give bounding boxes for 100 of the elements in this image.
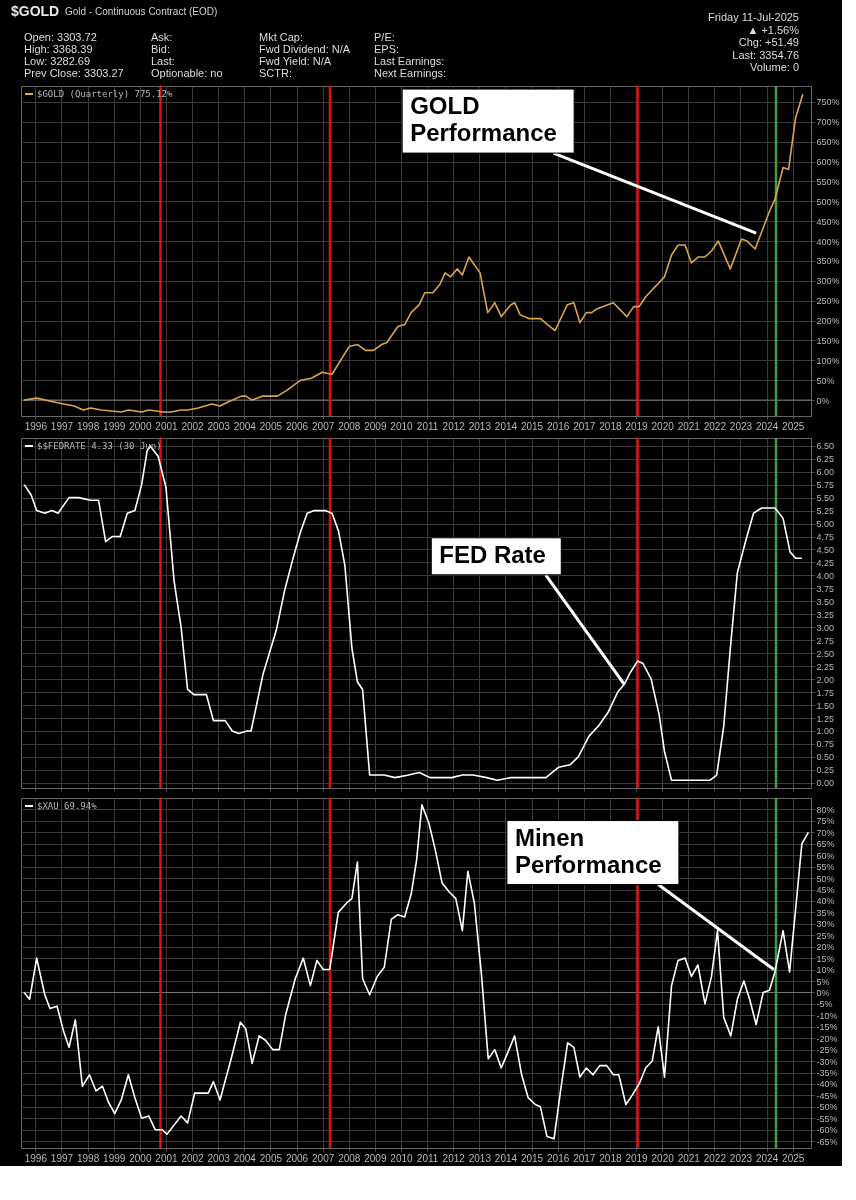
y-tick-label: -5% [816, 999, 833, 1010]
y-tick-label: -15% [816, 1022, 838, 1033]
x-tick-label: 2002 [181, 1152, 205, 1164]
x-tick-label: 2004 [233, 1152, 257, 1164]
y-tick-label: 4.75 [816, 532, 835, 543]
x-tick-label: 2025 [782, 1152, 805, 1164]
y-tick-label: 650% [816, 137, 840, 148]
y-tick-label: 0% [816, 395, 830, 406]
text: Next Earnings: [374, 67, 447, 79]
x-tick-label: 2021 [677, 420, 701, 432]
x-tick-label: 2005 [259, 420, 283, 432]
x-tick-label: 2021 [677, 1152, 701, 1164]
x-tick-label: 2000 [129, 420, 152, 432]
y-tick-label: 30% [816, 919, 835, 930]
y-tick-label: 15% [816, 953, 835, 964]
y-tick-label: 6.50 [816, 441, 835, 452]
x-tick-label: 2024 [755, 1152, 779, 1164]
y-tick-label: 5.00 [816, 519, 835, 530]
y-tick-label: 450% [816, 216, 840, 227]
x-tick-label: 2014 [494, 420, 518, 432]
x-tick-label: 1998 [76, 1152, 100, 1164]
y-tick-label: 1.50 [816, 700, 835, 711]
text: ▲ +1.56% [747, 23, 800, 36]
x-tick-label: 2003 [207, 420, 231, 432]
y-tick-label: 3.00 [816, 622, 835, 633]
y-tick-label: 25% [816, 930, 835, 941]
chart-title: $GOLD [11, 3, 60, 19]
y-tick-label: 600% [816, 157, 840, 168]
y-tick-label: 350% [816, 256, 840, 267]
y-tick-label: -35% [816, 1068, 838, 1079]
y-tick-label: 45% [816, 885, 835, 895]
annotation: Minen Performance [514, 823, 662, 878]
y-tick-label: 2.00 [816, 674, 835, 685]
text: Prev Close: 3303.27 [24, 67, 124, 79]
x-tick-label: 2023 [729, 420, 753, 432]
y-tick-label: 4.25 [816, 557, 835, 568]
x-tick-label: 2007 [312, 1152, 335, 1164]
y-tick-label: 500% [816, 196, 840, 207]
x-tick-label: 1996 [24, 1152, 48, 1164]
chart-subtitle: Gold - Continuous Contract (EOD) [65, 6, 218, 17]
x-tick-label: 2010 [390, 1152, 414, 1164]
x-tick-label: 2020 [651, 420, 675, 432]
x-tick-label: 2019 [625, 1152, 649, 1164]
y-tick-label: -65% [816, 1136, 838, 1147]
x-tick-label: 1998 [76, 420, 100, 432]
x-tick-label: 2007 [312, 420, 335, 432]
x-tick-label: 2015 [520, 1152, 544, 1164]
x-tick-label: 2010 [390, 420, 414, 432]
annotation: FED Rate [439, 540, 546, 568]
x-tick-label: 2024 [755, 420, 779, 432]
x-tick-label: 2012 [442, 420, 466, 432]
y-tick-label: 300% [816, 276, 840, 287]
x-tick-label: 2017 [573, 420, 596, 432]
x-tick-label: 2009 [364, 1152, 387, 1164]
y-tick-label: 2.25 [816, 661, 835, 672]
x-tick-label: 2025 [782, 420, 805, 432]
y-tick-label: 200% [816, 316, 840, 327]
y-tick-label: -25% [816, 1045, 838, 1056]
text: Last: [151, 55, 175, 67]
x-tick-label: 2002 [181, 420, 205, 432]
y-tick-label: 10% [816, 965, 835, 976]
y-tick-label: 2.75 [816, 635, 835, 646]
y-tick-label: 250% [816, 296, 840, 307]
y-tick-label: 75% [816, 816, 835, 827]
x-tick-label: 1997 [50, 1152, 74, 1164]
y-tick-label: 700% [816, 117, 840, 128]
y-tick-label: -50% [816, 1102, 838, 1113]
y-tick-label: -55% [816, 1113, 838, 1124]
x-tick-label: 2014 [494, 1152, 518, 1164]
y-tick-label: 3.25 [816, 609, 835, 620]
y-tick-label: 5% [816, 976, 830, 987]
text: Bid: [151, 43, 170, 55]
x-tick-label: 2009 [364, 420, 387, 432]
y-tick-label: 0.00 [816, 778, 835, 789]
y-tick-label: 0% [816, 987, 830, 998]
y-tick-label: -20% [816, 1033, 838, 1044]
x-tick-label: 2008 [338, 1152, 361, 1164]
x-tick-label: 2022 [703, 1152, 727, 1164]
y-tick-label: 2.50 [816, 648, 835, 659]
x-tick-label: 2022 [703, 420, 727, 432]
y-tick-label: -30% [816, 1056, 838, 1067]
y-tick-label: 50% [816, 375, 835, 386]
text: EPS: [374, 43, 400, 55]
y-tick-label: -40% [816, 1079, 838, 1090]
text: P/E: [374, 31, 395, 43]
y-tick-label: 60% [816, 850, 835, 861]
y-tick-label: 5.50 [816, 493, 835, 504]
y-tick-label: 1.25 [816, 713, 835, 724]
x-tick-label: 2016 [547, 420, 570, 432]
x-tick-label: 2008 [338, 420, 361, 432]
y-tick-label: 0.50 [816, 752, 835, 763]
x-tick-label: 2013 [468, 1152, 492, 1164]
x-tick-label: 2006 [285, 420, 309, 432]
y-tick-label: 100% [816, 355, 840, 366]
text: Fwd Yield: N/A [259, 55, 332, 67]
text: Friday 11-Jul-2025 [708, 11, 799, 23]
y-tick-label: 6.00 [816, 467, 835, 478]
text: Fwd Dividend: N/A [259, 43, 351, 55]
text: Open: 3303.72 [24, 31, 97, 43]
x-tick-label: 2005 [259, 1152, 283, 1164]
